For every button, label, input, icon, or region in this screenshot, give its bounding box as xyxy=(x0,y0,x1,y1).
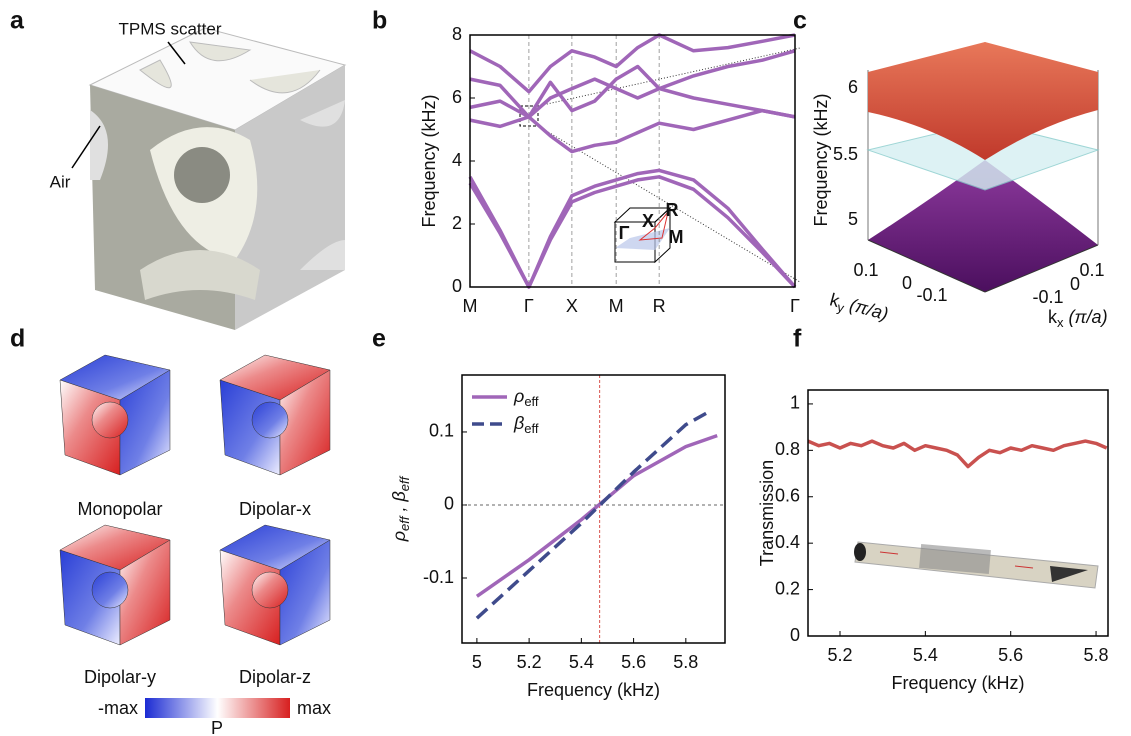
dispersion-surface xyxy=(868,42,1098,292)
x-tick-label: Γ xyxy=(790,296,800,316)
mode-label: Dipolar-x xyxy=(239,499,311,519)
x-tick-label: 5.2 xyxy=(827,645,852,665)
label-part: ρ xyxy=(389,531,409,542)
label-part: eff xyxy=(397,515,412,531)
legend-part: β xyxy=(513,413,524,433)
x-tick-label: 5 xyxy=(472,652,482,672)
inset-label: M xyxy=(669,227,684,247)
legend-part: ρ xyxy=(513,386,524,406)
cube-hole xyxy=(252,572,288,608)
x-tick-label: 5.8 xyxy=(1084,645,1109,665)
label-part: x xyxy=(1057,315,1064,330)
panel-label: f xyxy=(793,325,802,353)
x-tick-label: 5.4 xyxy=(569,652,594,672)
panel-label: c xyxy=(793,7,807,35)
cube-hole xyxy=(92,402,128,438)
axis-label: Frequency (kHz) xyxy=(891,673,1024,693)
label-part: eff xyxy=(397,475,412,491)
x-tick-label: 5.6 xyxy=(998,645,1023,665)
cube-hole xyxy=(252,402,288,438)
figure: a b c d e f TPMS scatter Air 6 xyxy=(0,0,1131,736)
axis-label: Frequency (kHz) xyxy=(419,94,439,227)
label-part: , β xyxy=(389,491,409,516)
kx-tick-label: -0.1 xyxy=(1032,287,1063,307)
z-tick-label: 5.5 xyxy=(833,144,858,164)
kx-tick-label: 0 xyxy=(1070,274,1080,294)
unit-cell xyxy=(90,28,345,330)
y-tick-label: 0.1 xyxy=(429,421,454,441)
axis-label: kx(π/a) xyxy=(1048,307,1108,331)
x-tick-label: X xyxy=(566,296,578,316)
panel-label: a xyxy=(10,7,25,35)
mode-label: Dipolar-y xyxy=(84,667,156,687)
ky-tick-label: 0.1 xyxy=(853,260,878,280)
inset-label: X xyxy=(642,211,654,231)
x-tick-label: R xyxy=(653,296,666,316)
colorbar-title: P xyxy=(211,718,223,736)
z-tick-label: 6 xyxy=(848,77,858,97)
plot-frame xyxy=(470,35,795,287)
zoom-line xyxy=(538,48,800,106)
waveguide-sample xyxy=(854,542,1098,588)
ky-tick-label: 0 xyxy=(902,273,912,293)
y-tick-label: 2 xyxy=(452,213,462,233)
series-line xyxy=(808,441,1107,467)
y-tick-label: 8 xyxy=(452,24,462,44)
mode-label: Monopolar xyxy=(77,499,162,519)
label-part: (π/a) xyxy=(848,294,891,323)
y-tick-label: 0.4 xyxy=(775,532,800,552)
plot-frame xyxy=(808,390,1108,636)
y-tick-label: 6 xyxy=(452,87,462,107)
z-tick-label: 5 xyxy=(848,209,858,229)
x-tick-label: 5.6 xyxy=(621,652,646,672)
legend-label: βeff xyxy=(513,413,539,437)
series-line xyxy=(477,436,717,597)
y-tick-label: 0.6 xyxy=(775,486,800,506)
y-tick-label: 0 xyxy=(790,625,800,645)
legend-part: eff xyxy=(524,394,539,409)
kx-tick-label: 0.1 xyxy=(1079,260,1104,280)
panel-label: b xyxy=(372,7,387,35)
colorbar xyxy=(145,698,290,718)
panel-label: e xyxy=(372,325,386,353)
y-tick-label: -0.1 xyxy=(423,567,454,587)
x-tick-label: Γ xyxy=(524,296,534,316)
legend-part: eff xyxy=(524,421,539,436)
series-line xyxy=(470,111,795,152)
colorbar-label: -max xyxy=(98,698,138,718)
y-tick-label: 0.2 xyxy=(775,578,800,598)
mode-label: Dipolar-z xyxy=(239,667,311,687)
annotation: Air xyxy=(50,172,71,191)
y-tick-label: 1 xyxy=(790,393,800,413)
axis-label: ρeff , βeff xyxy=(389,475,413,542)
label-part: (π/a) xyxy=(1069,307,1108,327)
axis-label: ky(π/a) xyxy=(827,289,891,327)
ky-tick-label: -0.1 xyxy=(916,285,947,305)
panel-label: d xyxy=(10,325,25,353)
series-line xyxy=(477,410,712,618)
annotation: TPMS scatter xyxy=(119,19,222,38)
axis-label: Frequency (kHz) xyxy=(811,93,831,226)
y-tick-label: 0 xyxy=(452,276,462,296)
y-tick-label: 4 xyxy=(452,150,462,170)
axis-label: Frequency (kHz) xyxy=(527,680,660,700)
inset-label: Γ xyxy=(619,223,630,243)
x-tick-label: 5.8 xyxy=(673,652,698,672)
legend-label: ρeff xyxy=(513,386,539,410)
x-tick-label: 5.4 xyxy=(913,645,938,665)
colorbar-label: max xyxy=(297,698,331,718)
inset-label: R xyxy=(666,200,679,220)
axis-label: Transmission xyxy=(757,460,777,566)
x-tick-label: M xyxy=(463,296,478,316)
series-line xyxy=(470,170,795,287)
cube-hole xyxy=(92,572,128,608)
y-tick-label: 0 xyxy=(444,494,454,514)
x-tick-label: 5.2 xyxy=(517,652,542,672)
y-tick-label: 0.8 xyxy=(775,439,800,459)
x-tick-label: M xyxy=(609,296,624,316)
